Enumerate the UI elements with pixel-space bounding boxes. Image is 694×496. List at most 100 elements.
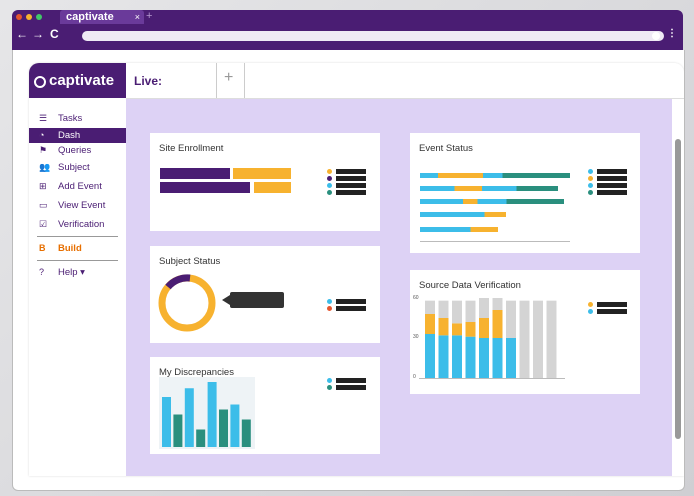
- brand-name: captivate: [49, 72, 115, 89]
- close-window-icon[interactable]: [16, 14, 22, 20]
- source-data-verification-card: Source Data Verification 60 30 0: [410, 270, 640, 394]
- card-title: Source Data Verification: [419, 280, 521, 291]
- sidebar-item-label: Subject: [58, 162, 90, 173]
- sdv-bar-segment: [425, 314, 435, 334]
- chart-bar: [420, 199, 564, 204]
- browser-tab[interactable]: captivate ×: [60, 10, 144, 24]
- sdv-bar-segment: [425, 300, 435, 314]
- sidebar-item-dash[interactable]: ◔ Dash: [29, 128, 126, 143]
- sdv-bar-segment: [533, 300, 543, 378]
- subject-status-card: Subject Status: [150, 246, 380, 343]
- y-tick-label: 30: [413, 334, 419, 340]
- event-status-card: Event Status: [410, 133, 640, 253]
- forward-button[interactable]: →: [32, 27, 44, 41]
- sdv-bar-segment: [438, 300, 449, 318]
- tooltip-bubble: [222, 292, 284, 308]
- card-title: Subject Status: [159, 256, 221, 267]
- captivate-logo-icon: [34, 76, 46, 88]
- sidebar-item-add-event[interactable]: ⊞ Add Event: [29, 177, 126, 196]
- sidebar-item-tasks[interactable]: ☰ Tasks: [29, 109, 126, 128]
- sdv-bar-segment: [546, 300, 557, 378]
- browser-menu-icon[interactable]: ⋮: [667, 28, 677, 39]
- sdv-bar-segment: [465, 336, 476, 378]
- discrepancy-bar: [162, 397, 171, 447]
- new-tab-button[interactable]: +: [146, 10, 153, 22]
- check-square-icon: ☑: [39, 219, 48, 229]
- minimize-window-icon[interactable]: [26, 14, 32, 20]
- sidebar-divider: [37, 260, 118, 261]
- sdv-bar-segment: [452, 335, 462, 378]
- subject-status-donut: [158, 274, 216, 332]
- sdv-chart: [419, 298, 565, 379]
- sidebar-item-build[interactable]: B Build: [29, 239, 126, 258]
- donut-slice: [165, 274, 191, 290]
- chart-bar: [254, 182, 291, 193]
- sidebar-item-verification[interactable]: ☑ Verification: [29, 215, 126, 234]
- discrepancy-bar: [196, 429, 206, 447]
- address-bar[interactable]: [82, 31, 664, 41]
- sdv-bar-segment: [465, 300, 476, 322]
- sdv-bar-segment: [479, 318, 489, 338]
- dashboard-icon: ◔: [39, 130, 45, 140]
- sdv-bar-segment: [452, 300, 462, 324]
- brand-logo[interactable]: captivate: [29, 63, 126, 98]
- flag-icon: ⚑: [39, 145, 48, 155]
- sdv-bar-segment: [479, 338, 489, 378]
- site-enrollment-card: Site Enrollment: [150, 133, 380, 231]
- discrepancy-bar: [219, 409, 228, 447]
- card-title: Event Status: [419, 143, 473, 154]
- vertical-scrollbar[interactable]: [672, 99, 684, 476]
- sidebar-item-help[interactable]: ? Help ▾: [29, 263, 126, 282]
- tab-close-icon[interactable]: ×: [134, 12, 140, 22]
- sidebar-item-subject[interactable]: 👥 Subject: [29, 158, 126, 177]
- calendar-add-icon: ⊞: [39, 181, 47, 191]
- y-tick-label: 60: [413, 295, 419, 301]
- sidebar-item-view-event[interactable]: ▭ View Event: [29, 196, 126, 215]
- discrepancy-bar: [241, 419, 251, 447]
- sidebar-item-label: Dash: [58, 130, 81, 141]
- chart-axis: [419, 378, 565, 379]
- y-tick-label: 0: [413, 374, 416, 380]
- sidebar-item-label: Verification: [58, 219, 105, 230]
- sdv-bar-segment: [519, 300, 530, 378]
- discrepancy-bar: [207, 382, 217, 447]
- list-icon: ☰: [39, 113, 48, 123]
- card-title: My Discrepancies: [159, 367, 234, 378]
- help-icon: ?: [39, 267, 45, 277]
- sdv-bar-segment: [425, 334, 435, 378]
- browser-tab-label: captivate: [66, 11, 114, 23]
- sidebar-item-label: View Event: [58, 200, 106, 211]
- users-icon: 👥: [39, 162, 51, 172]
- build-icon: B: [39, 243, 46, 253]
- chart-bar: [160, 182, 250, 193]
- live-tab[interactable]: Live:: [134, 74, 163, 88]
- sdv-bar-segment: [438, 335, 449, 378]
- tab-divider: [244, 63, 245, 98]
- chart-bar: [420, 212, 506, 217]
- sdv-bar-segment: [452, 323, 462, 336]
- my-discrepancies-card: My Discrepancies: [150, 357, 380, 454]
- sdv-bar-segment: [492, 298, 503, 310]
- sdv-bar-segment: [465, 322, 476, 337]
- sidebar-item-queries[interactable]: ⚑ Queries: [29, 143, 126, 158]
- card-title: Site Enrollment: [159, 143, 224, 154]
- chart-bar: [420, 186, 558, 191]
- sidebar-item-label: Queries: [58, 145, 92, 156]
- reload-button[interactable]: C: [50, 27, 59, 41]
- chart-background: [159, 377, 255, 449]
- top-tab-bar: Live: +: [126, 63, 684, 99]
- dashboard-area: Site Enrollment Event Status: [126, 99, 672, 476]
- discrepancy-bar: [230, 404, 240, 447]
- captivate-app: captivate Live: + ☰ Tasks ◔ Dash: [29, 63, 684, 476]
- sdv-bar-segment: [506, 338, 516, 378]
- scrollbar-thumb[interactable]: [675, 139, 681, 439]
- back-button[interactable]: ←: [16, 27, 28, 41]
- add-tab-button[interactable]: +: [224, 69, 234, 86]
- sidebar-divider: [37, 236, 118, 237]
- maximize-window-icon[interactable]: [36, 14, 42, 20]
- chart-axis: [420, 241, 570, 242]
- browser-chrome: captivate × + ← → C ⋮: [12, 10, 683, 50]
- sidebar-item-label: Add Event: [58, 181, 102, 192]
- address-bar-end-icon: [652, 32, 660, 40]
